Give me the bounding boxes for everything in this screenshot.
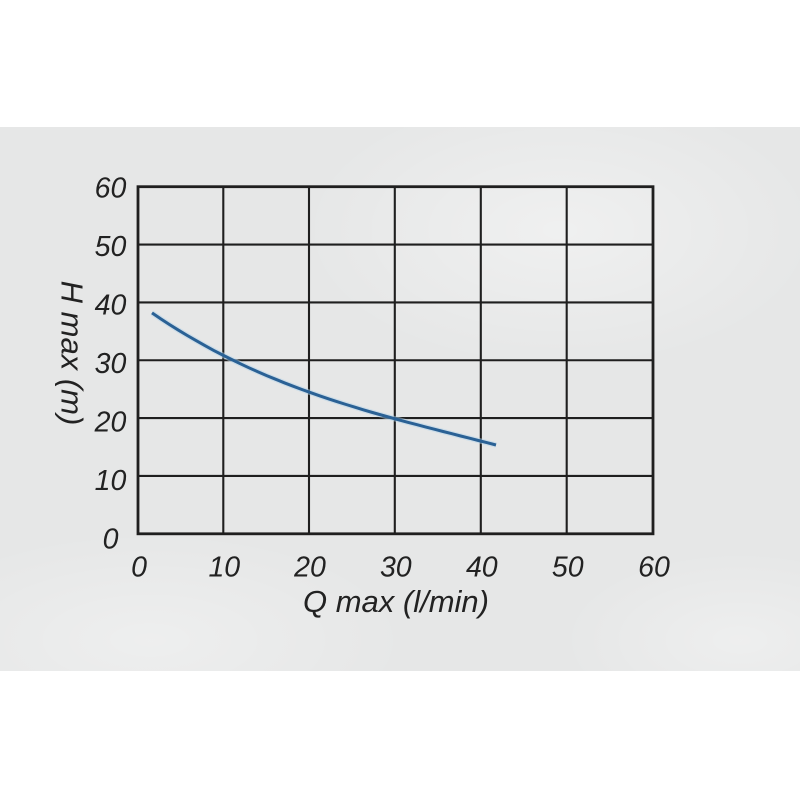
svg-text:20: 20 <box>293 551 326 583</box>
svg-text:Q max (l/min): Q max (l/min) <box>303 584 489 619</box>
svg-text:60: 60 <box>95 173 127 205</box>
svg-text:40: 40 <box>95 290 127 322</box>
svg-text:50: 50 <box>552 551 584 583</box>
svg-text:H max (m): H max (m) <box>55 281 90 426</box>
svg-text:60: 60 <box>638 551 670 583</box>
svg-text:10: 10 <box>95 465 127 497</box>
svg-text:20: 20 <box>94 407 127 439</box>
svg-text:50: 50 <box>95 231 127 263</box>
svg-text:0: 0 <box>103 524 119 556</box>
svg-text:30: 30 <box>95 348 127 380</box>
svg-text:0: 0 <box>131 551 147 583</box>
svg-text:40: 40 <box>466 551 498 583</box>
svg-text:10: 10 <box>208 551 240 583</box>
svg-text:30: 30 <box>380 551 412 583</box>
